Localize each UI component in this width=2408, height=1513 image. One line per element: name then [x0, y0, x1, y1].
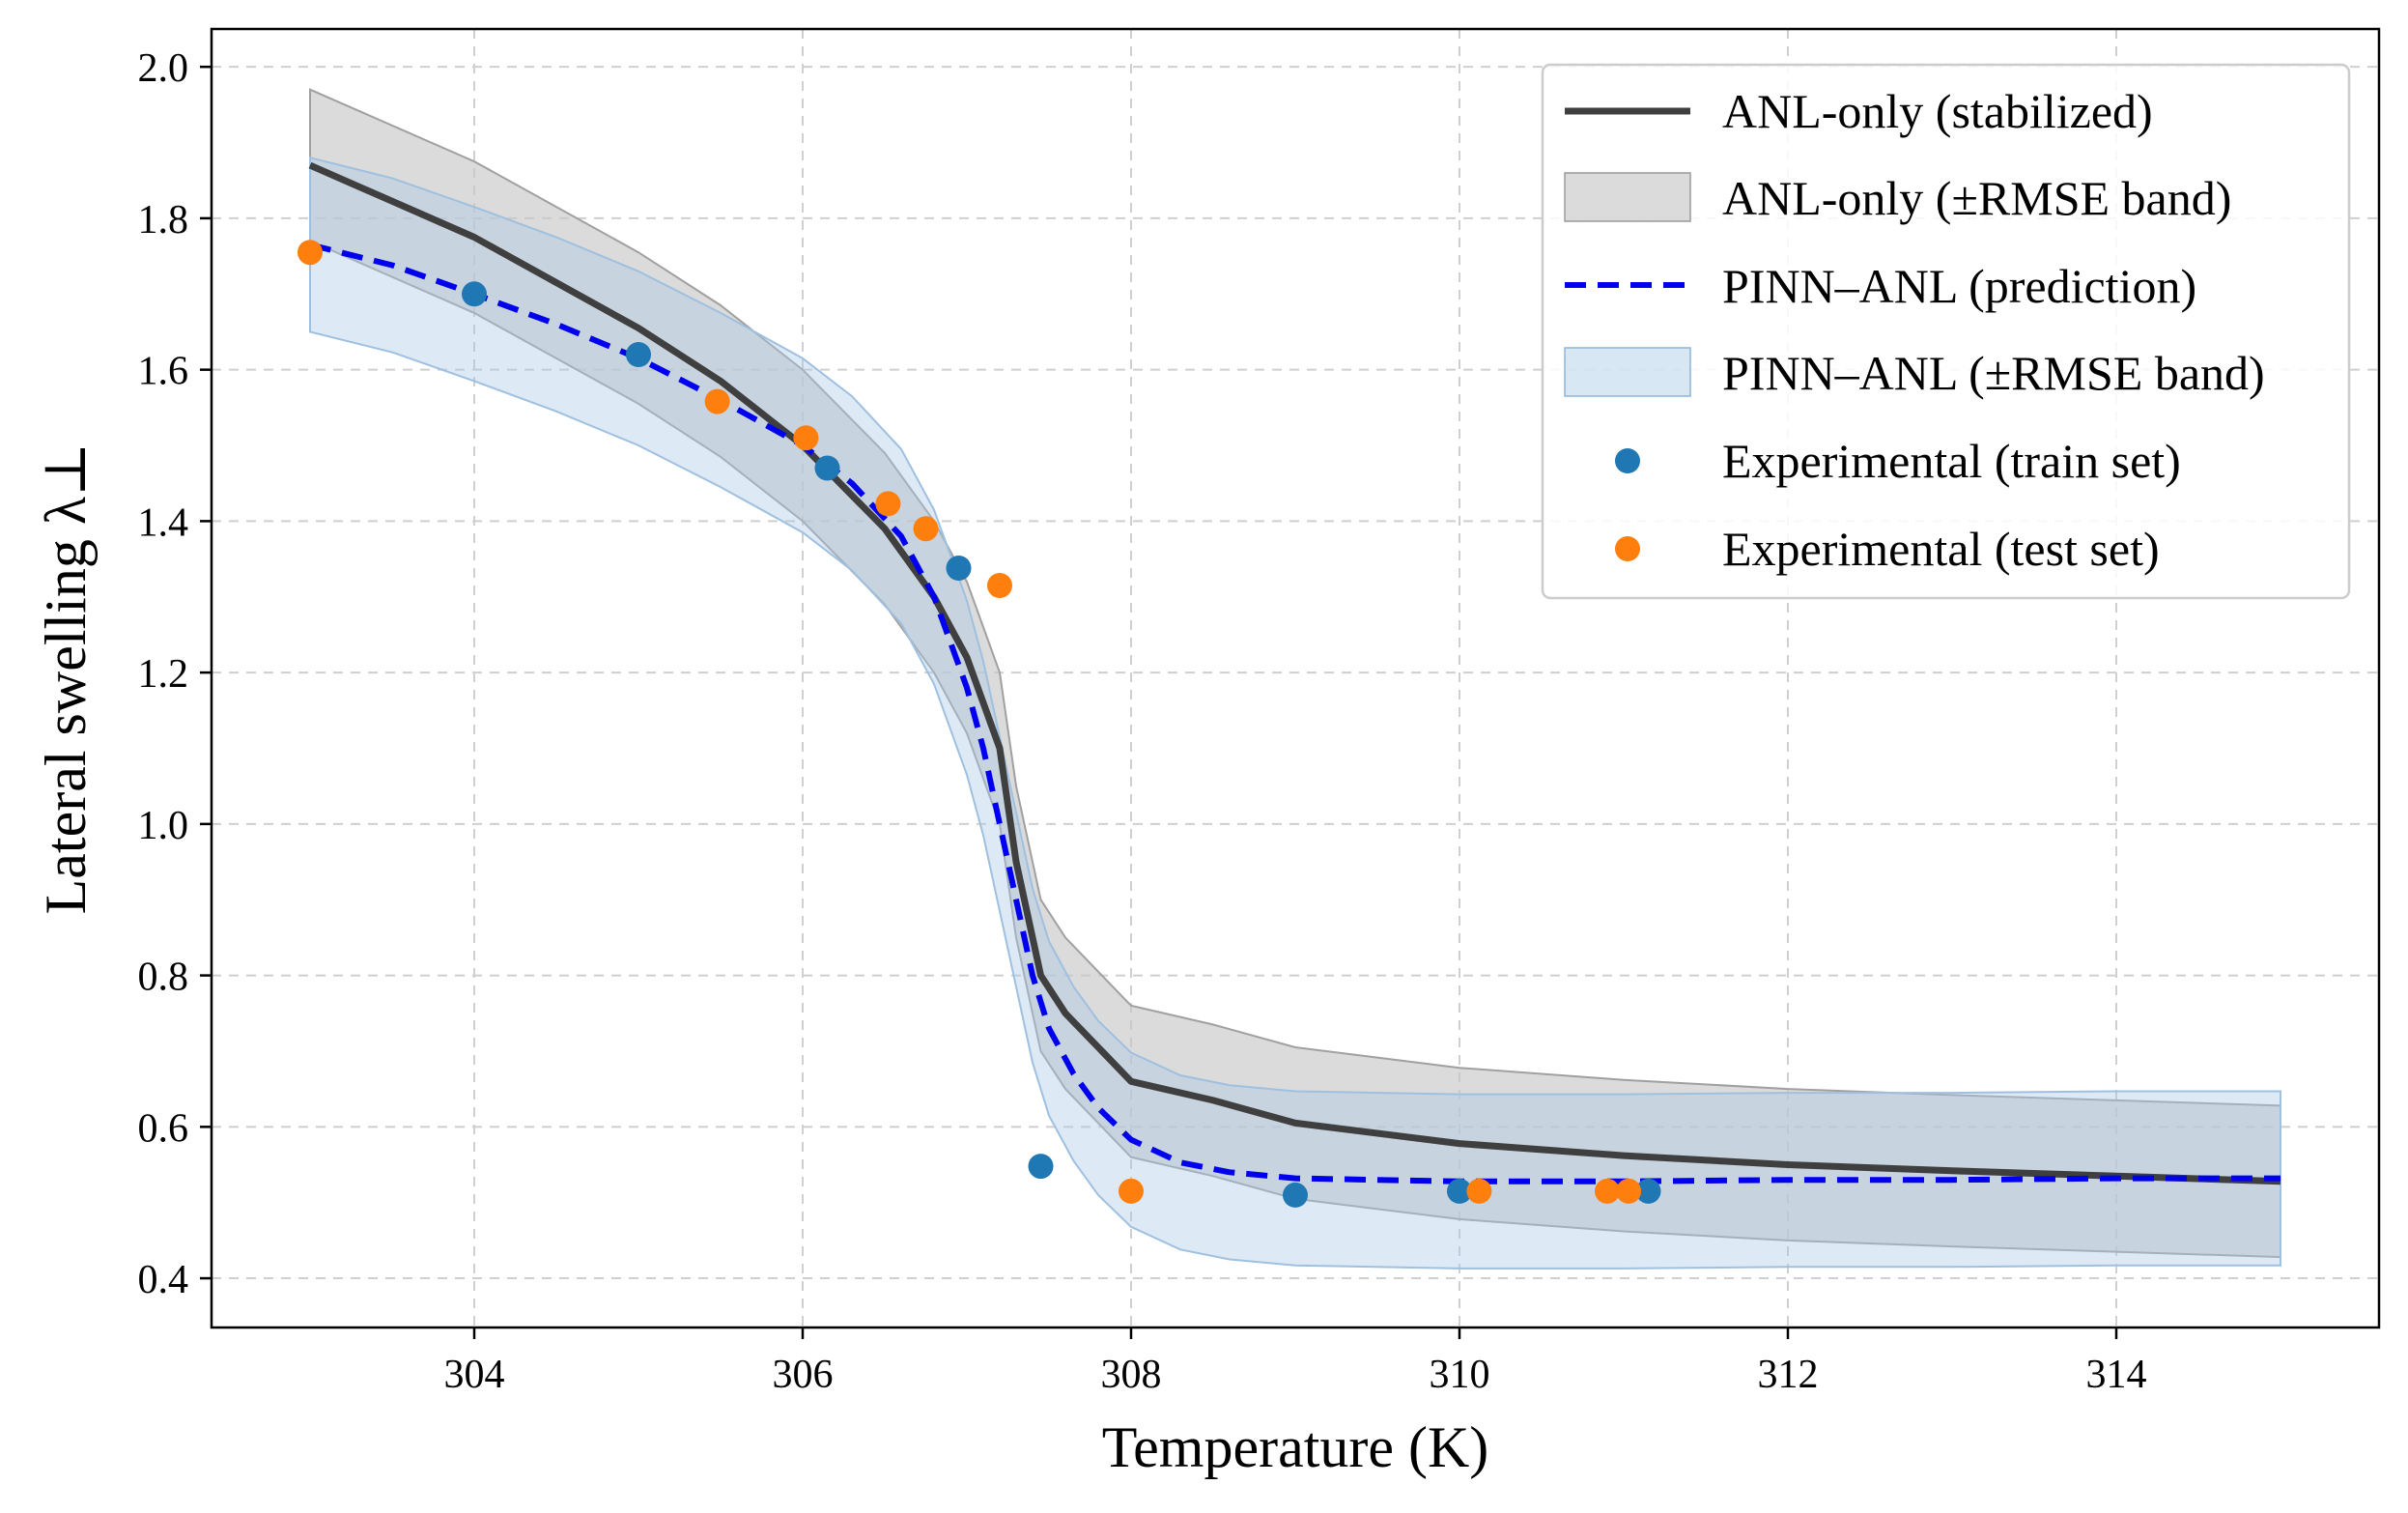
train-point [1447, 1178, 1472, 1204]
y-tick-label: 1.6 [138, 350, 189, 394]
test-point [1466, 1178, 1492, 1204]
test-point [913, 516, 939, 542]
y-tick-label: 2.0 [138, 46, 189, 91]
legend-swatch-train-point [1615, 448, 1640, 473]
y-axis-label: Lateral swelling λ⊥ [34, 442, 98, 915]
legend-swatch-pinn-band [1564, 347, 1691, 397]
y-tick-label: 1.0 [138, 804, 189, 848]
legend-swatch-anl-band [1564, 172, 1691, 222]
grid-lines [212, 29, 2379, 1327]
y-tick-label: 1.8 [138, 198, 189, 243]
test-point [793, 425, 819, 451]
y-tick-label: 0.8 [138, 956, 189, 1000]
test-point [1616, 1178, 1642, 1204]
legend-label-pinn-band: PINN–ANL (±RMSE band) [1722, 346, 2265, 400]
test-point [297, 240, 323, 266]
x-tick-label: 304 [444, 1353, 505, 1397]
prediction-lines [308, 161, 2281, 1185]
train-point [1635, 1178, 1661, 1204]
y-axis-ticks: 0.4 0.6 0.8 1.0 1.2 1.4 1.6 1.8 2.0 [138, 46, 212, 1302]
line-anl-only-stabilized [308, 161, 2281, 1185]
legend-label-pinn-line: PINN–ANL (prediction) [1722, 259, 2196, 313]
x-axis-ticks: 304 306 308 310 312 314 [444, 1327, 2147, 1397]
x-tick-label: 314 [2086, 1353, 2147, 1397]
test-point [1119, 1178, 1144, 1204]
legend-label-train: Experimental (train set) [1722, 434, 2181, 488]
x-tick-label: 312 [1758, 1353, 1819, 1397]
x-tick-label: 308 [1101, 1353, 1162, 1397]
legend-label-anl-line: ANL-only (stabilized) [1722, 84, 2153, 138]
test-point [1595, 1178, 1620, 1204]
train-point [462, 281, 487, 307]
legend: ANL-only (stabilized) ANL-only (±RMSE ba… [1541, 63, 2351, 600]
test-point [704, 388, 730, 414]
train-point [946, 556, 972, 581]
train-point [1028, 1154, 1054, 1180]
y-tick-label: 1.2 [138, 652, 189, 697]
experimental-points [297, 240, 1661, 1208]
x-tick-label: 306 [773, 1353, 834, 1397]
legend-label-test: Experimental (test set) [1722, 522, 2160, 576]
legend-swatch-test-point [1615, 536, 1640, 561]
test-point [875, 491, 901, 517]
plot-frame [210, 27, 2381, 1329]
y-tick-label: 0.6 [138, 1106, 189, 1151]
train-point [626, 342, 651, 367]
legend-label-anl-band: ANL-only (±RMSE band) [1722, 171, 2231, 225]
line-pinn-anl-prediction [309, 242, 2281, 1185]
x-tick-label: 310 [1430, 1353, 1490, 1397]
legend-frame [1541, 63, 2351, 600]
x-axis-label: Temperature (K) [1102, 1415, 1489, 1479]
test-point [987, 573, 1012, 598]
train-point [814, 455, 840, 481]
y-tick-label: 0.4 [138, 1258, 189, 1302]
y-tick-label: 1.4 [138, 500, 189, 545]
train-point [1283, 1182, 1308, 1208]
